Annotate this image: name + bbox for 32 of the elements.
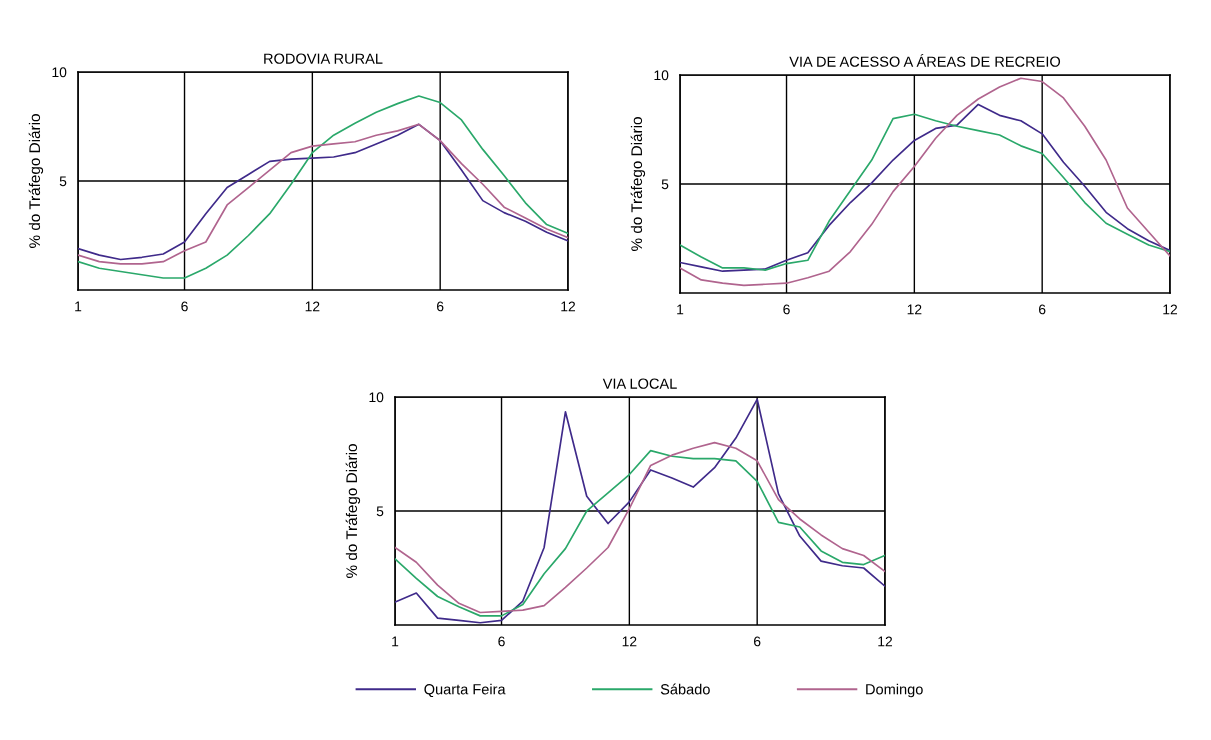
y-tick-label: 10 [52,67,67,78]
y-tick-label: 10 [369,392,384,403]
y-tick-label: 5 [376,506,384,517]
legend-label: Domingo [866,683,923,698]
x-tick-label: 12 [1163,304,1178,315]
line-series [395,398,885,624]
x-tick-label: 12 [907,304,922,315]
x-tick-label: 6 [498,636,505,647]
x-tick-label: 6 [754,636,761,647]
y-tick-label: 5 [661,179,669,190]
y-tick-label: 5 [59,176,67,187]
x-tick-label: 1 [677,304,684,315]
y-axis-title: % do Tráfego Diário [630,117,646,251]
x-tick-label: 6 [783,304,790,315]
legend-label: Quarta Feira [424,683,506,698]
chart-title: VIA LOCAL [602,378,677,389]
chart-title: RODOVIA RURAL [264,53,383,64]
x-tick-label: 1 [75,301,82,312]
chart-title: VIA DE ACESSO A ÁREAS DE RECREIO [789,54,1061,67]
line-series [78,95,568,279]
legend-label: Sábado [660,683,710,695]
x-tick-label: 1 [392,636,399,647]
x-tick-label: 6 [181,301,188,312]
x-tick-label: 6 [437,301,444,312]
x-tick-label: 12 [561,301,576,312]
y-axis-title: % do Tráfego Diário [28,114,44,248]
x-tick-label: 12 [622,636,637,647]
x-tick-label: 12 [878,636,893,647]
x-tick-label: 12 [305,301,320,312]
y-tick-label: 10 [654,70,669,81]
y-axis-title: % do Tráfego Diário [345,444,361,578]
x-tick-label: 6 [1039,304,1046,315]
